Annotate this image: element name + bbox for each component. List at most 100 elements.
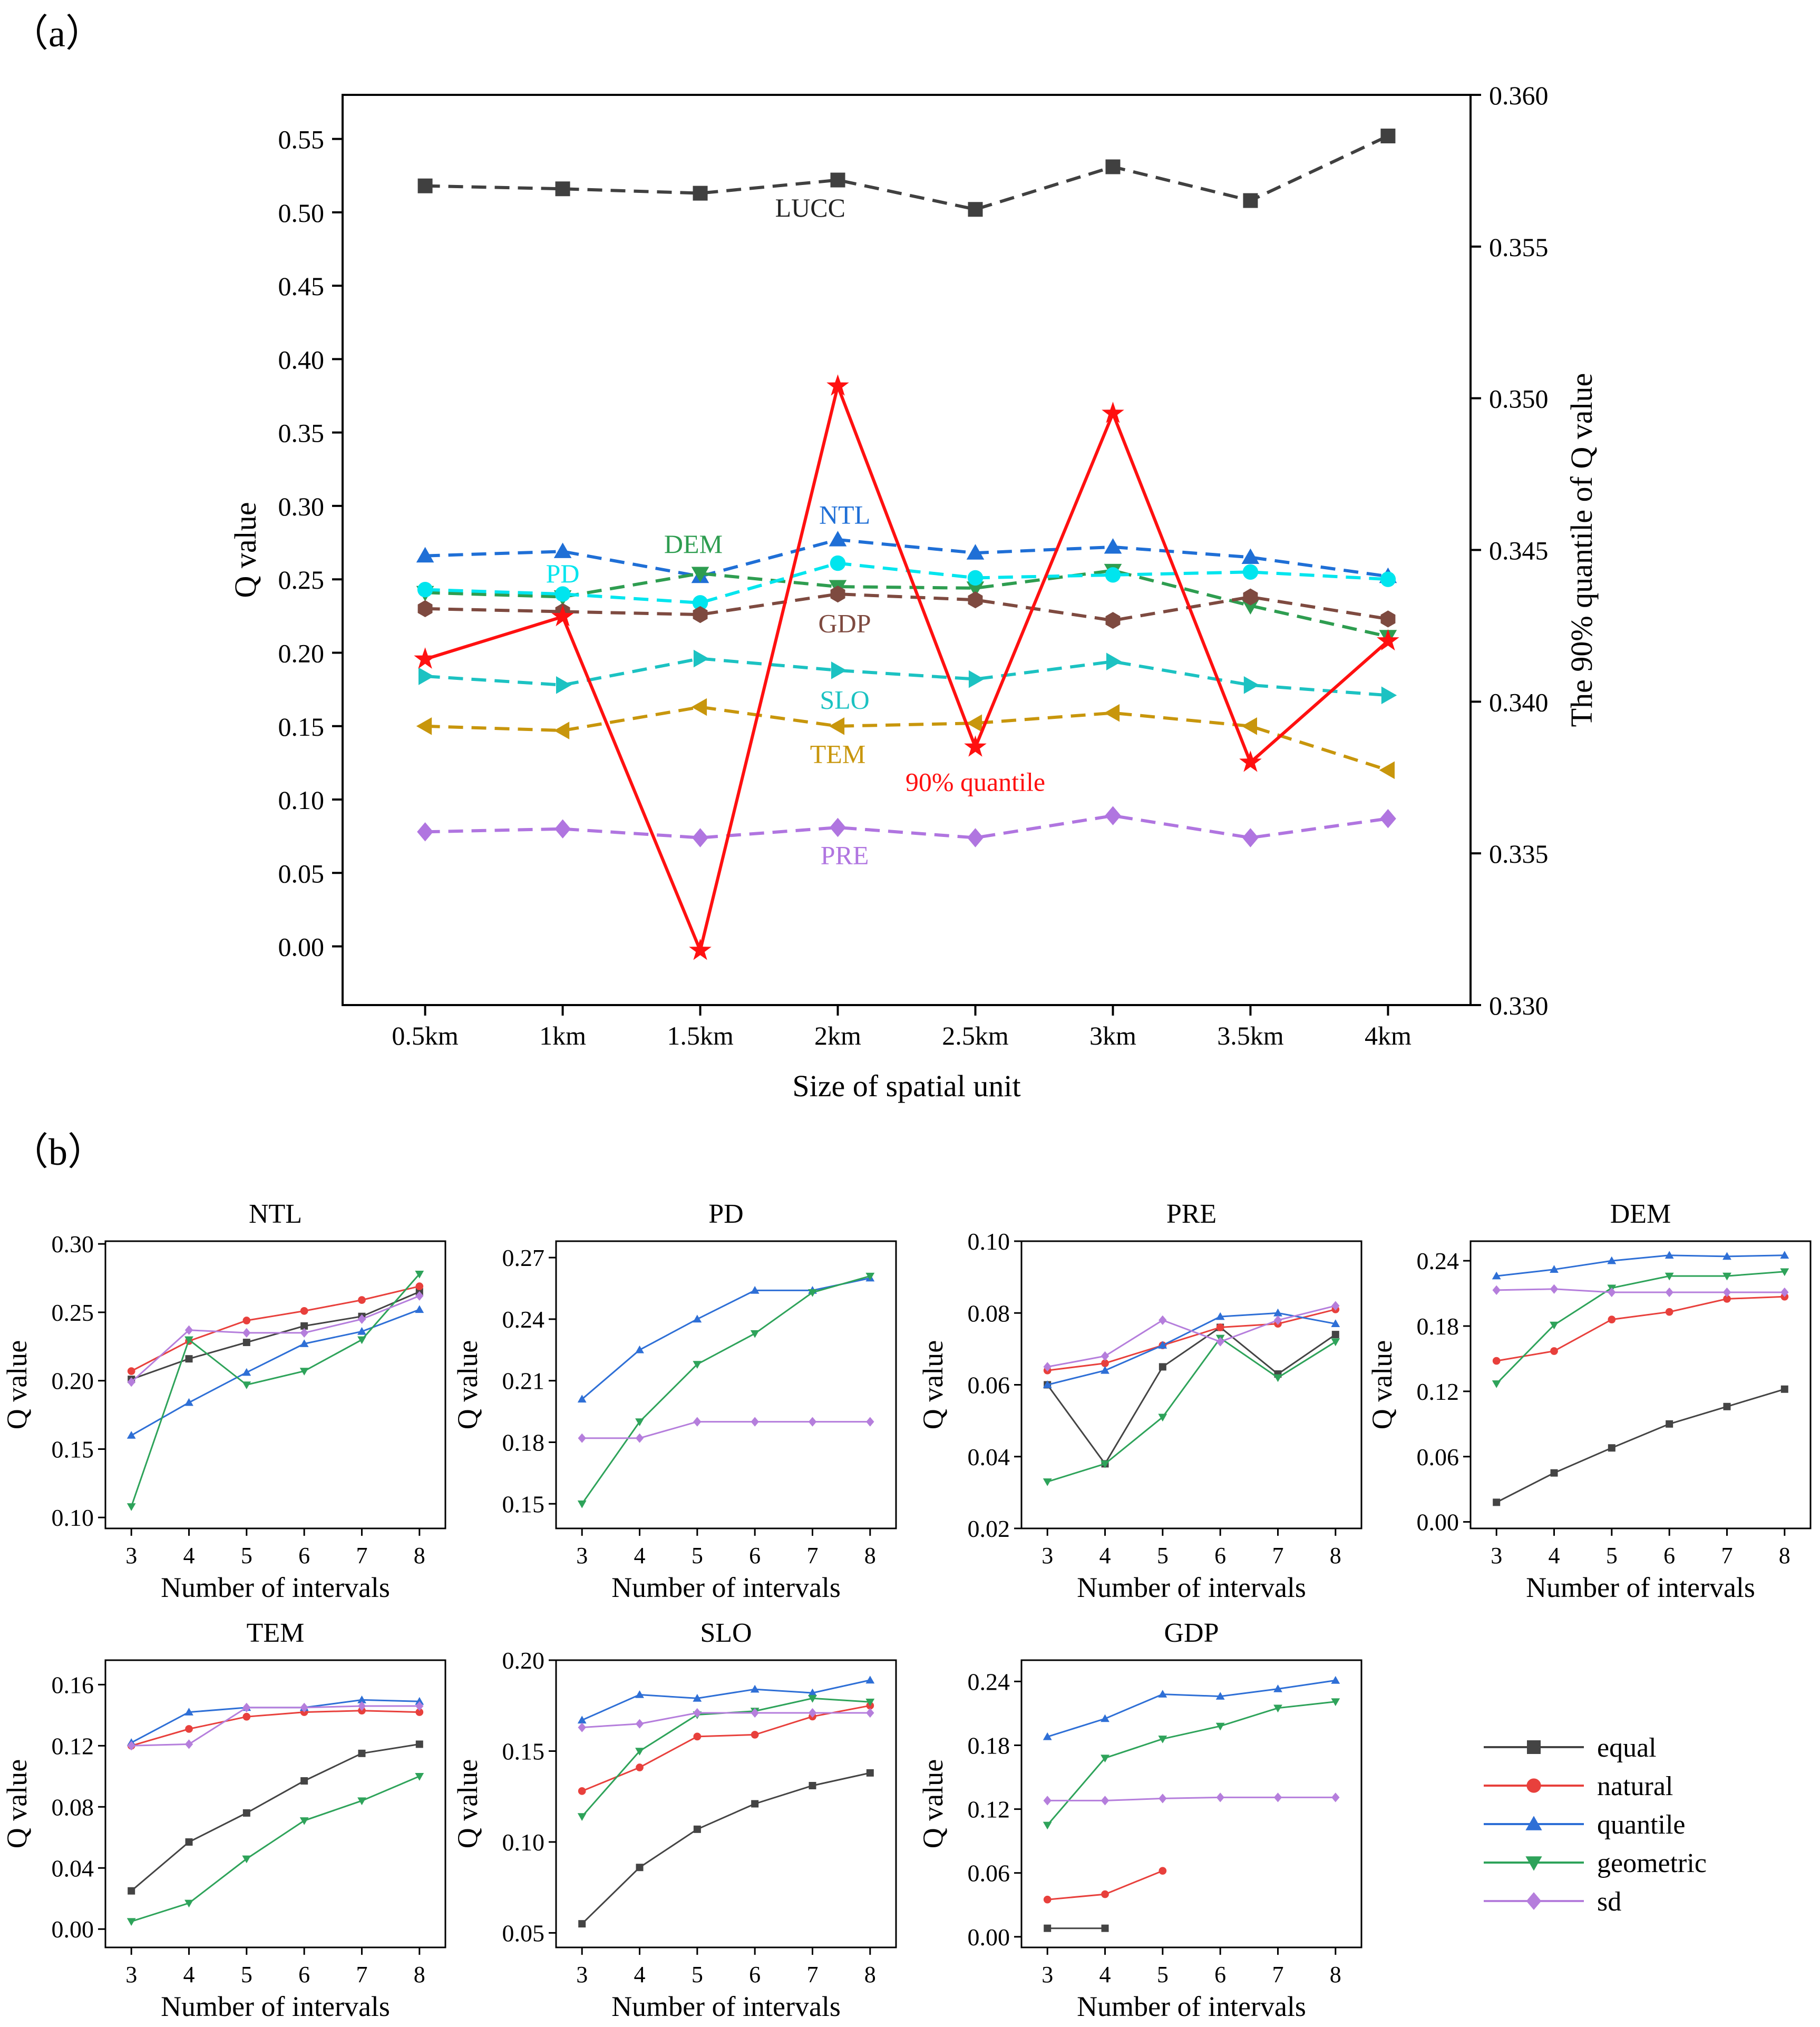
data-point (865, 1699, 875, 1707)
data-point (1101, 1351, 1109, 1361)
data-point (551, 605, 574, 627)
data-point (1101, 1796, 1109, 1806)
data-point (1331, 1319, 1340, 1327)
data-point (691, 567, 709, 582)
data-point (553, 722, 570, 739)
data-point (554, 586, 571, 602)
data-point (636, 1763, 644, 1771)
data-point (415, 1271, 424, 1279)
data-point (184, 1325, 193, 1335)
data-point (242, 1809, 250, 1817)
data-point (1550, 1321, 1559, 1330)
data-point (242, 1339, 250, 1347)
series-quantile (577, 1273, 875, 1403)
x-tick-label: 6 (1214, 1543, 1226, 1568)
y-tick-label: 0.50 (278, 198, 325, 228)
x-tick-label: 3 (125, 1543, 137, 1568)
y-tick-label: 0.24 (1417, 1248, 1459, 1274)
data-point (831, 661, 847, 679)
data-point (554, 819, 571, 839)
data-point (1722, 1252, 1731, 1260)
x-tick-label: 7 (806, 1962, 818, 1987)
series-natural (1492, 1292, 1789, 1365)
data-point (1550, 1469, 1558, 1477)
x-tick-label: 3 (1042, 1962, 1053, 1987)
y-axis-title: Q value (917, 1340, 949, 1429)
series-sd (127, 1701, 424, 1751)
data-point (1723, 1295, 1731, 1303)
y-axis-title: Q value (1366, 1340, 1398, 1429)
data-point (1273, 1704, 1282, 1713)
data-point (1381, 686, 1397, 705)
x-tick-label: 6 (749, 1543, 761, 1568)
data-point (866, 1417, 874, 1427)
data-point (242, 1317, 251, 1324)
y-tick-label: 0.15 (502, 1738, 545, 1765)
data-point (1492, 1357, 1501, 1365)
data-point (1608, 1315, 1616, 1323)
series-equal (578, 1769, 874, 1928)
data-point (829, 531, 847, 547)
data-point (415, 1708, 424, 1716)
data-point (553, 542, 572, 558)
data-point (1331, 1698, 1340, 1707)
y-tick-label: 0.02 (968, 1515, 1010, 1542)
x-tick-label: 3 (576, 1962, 588, 1987)
data-point (750, 1286, 760, 1294)
y-tick-label: 0.06 (968, 1372, 1010, 1399)
data-point (1158, 1736, 1167, 1743)
data-point (416, 547, 434, 563)
x-tick-label: 1km (539, 1021, 586, 1050)
y-tick-label: 0.25 (52, 1299, 94, 1326)
data-point (692, 828, 708, 847)
data-point (1101, 1366, 1109, 1374)
series-line (425, 134, 1389, 211)
series-sd (578, 1417, 874, 1443)
x-tick-label: 3 (125, 1962, 137, 1987)
x-tick-label: 4 (183, 1543, 195, 1568)
data-point (242, 1381, 251, 1389)
data-point (1273, 1308, 1282, 1317)
data-point (1780, 1251, 1789, 1259)
data-point (1273, 1792, 1282, 1802)
plot-frame (1469, 1240, 1812, 1529)
legend-marker (1527, 1740, 1541, 1754)
data-point (1043, 1895, 1052, 1904)
data-point (1104, 704, 1120, 722)
series-natural (127, 1707, 424, 1750)
data-point (1102, 402, 1124, 423)
y-tick-label: 0.55 (278, 125, 325, 154)
data-point (1101, 1714, 1109, 1722)
x-tick-label: 4 (1549, 1543, 1560, 1568)
x-tick-label: 5 (1157, 1962, 1169, 1987)
series-line (582, 1421, 870, 1439)
data-point (830, 172, 845, 188)
data-point (1665, 1272, 1674, 1281)
x-tick-label: 8 (1779, 1543, 1790, 1568)
x-axis-title: Number of intervals (1077, 1572, 1306, 1603)
x-tick-label: 4 (183, 1962, 195, 1987)
series-quantile (126, 1695, 424, 1746)
data-point (808, 1708, 817, 1718)
data-point (418, 667, 434, 685)
data-point (635, 1719, 644, 1729)
data-point (966, 581, 985, 597)
data-point (1106, 652, 1122, 670)
data-point (1377, 629, 1399, 651)
x-tick-label: 4 (1099, 1543, 1111, 1568)
data-point (1159, 1363, 1166, 1371)
x-tick-label: 5 (241, 1543, 252, 1568)
x-tick-label: 5 (692, 1543, 703, 1568)
data-point (1105, 567, 1121, 583)
y-tick-label: 0.04 (52, 1855, 94, 1882)
data-point (1608, 1444, 1615, 1452)
data-point (1043, 1821, 1052, 1830)
data-point (127, 1367, 135, 1375)
data-point (1608, 1287, 1616, 1298)
y2-tick-label: 0.350 (1489, 384, 1549, 414)
data-point (693, 606, 708, 623)
data-point (1380, 128, 1396, 143)
series-line (131, 1285, 420, 1372)
x-tick-label: 2km (814, 1021, 861, 1050)
data-point (1158, 1414, 1167, 1422)
